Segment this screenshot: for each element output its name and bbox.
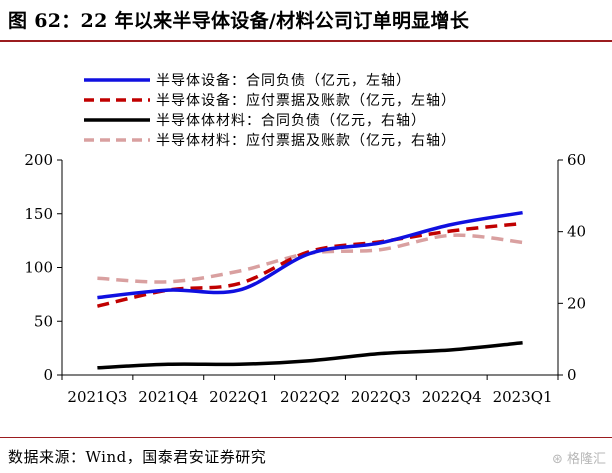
x-tick-label: 2021Q4 [138, 388, 198, 406]
y-right-tick-label: 40 [567, 223, 586, 241]
figure-title: 图 62：22 年以来半导体设备/材料公司订单明显增长 [8, 10, 470, 32]
x-tick-label: 2023Q1 [493, 388, 553, 406]
legend-item-mat-payable: 半导体材料：应付票据及账款（亿元，右轴） [84, 130, 456, 150]
legend-item-mat-contract: 半导体体材料：合同负债（亿元，右轴） [84, 110, 456, 130]
x-tick-label: 2022Q3 [351, 388, 411, 406]
legend-label: 半导体设备：应付票据及账款（亿元，左轴） [156, 93, 456, 109]
source-note: 数据来源：Wind，国泰君安证券研究 [8, 448, 267, 466]
y-right-tick-label: 20 [567, 294, 586, 312]
y-left-tick-label: 100 [24, 259, 53, 277]
series-line-mat-payable [97, 233, 523, 284]
legend-label: 半导体设备：合同负债（亿元，左轴） [156, 73, 411, 89]
legend-swatch-equip-payable [84, 98, 150, 102]
legend-item-equip-contract: 半导体设备：合同负债（亿元，左轴） [84, 70, 456, 90]
y-right-tick-label: 60 [567, 151, 586, 169]
legend-label: 半导体体材料：合同负债（亿元，右轴） [156, 113, 426, 129]
watermark-logo: ⊛ 格隆汇 [551, 452, 606, 467]
title-rule [0, 40, 612, 42]
series-line-equip-contract [97, 210, 523, 300]
y-left-tick-label: 200 [24, 151, 53, 169]
y-left-tick-label: 0 [43, 366, 53, 384]
y-right-tick-label: 0 [567, 366, 577, 384]
x-tick-label: 2022Q1 [209, 388, 269, 406]
y-left-tick-label: 50 [34, 312, 53, 330]
series-line-mat-contract [97, 341, 523, 370]
series-line-equip-payable [97, 221, 523, 308]
legend-swatch-mat-contract [84, 118, 150, 122]
x-tick-label: 2022Q4 [422, 388, 482, 406]
legend-item-equip-payable: 半导体设备：应付票据及账款（亿元，左轴） [84, 90, 456, 110]
x-tick-label: 2021Q3 [67, 388, 127, 406]
legend-label: 半导体材料：应付票据及账款（亿元，右轴） [156, 133, 456, 149]
chart-legend: 半导体设备：合同负债（亿元，左轴） 半导体设备：应付票据及账款（亿元，左轴） 半… [84, 70, 456, 150]
legend-swatch-equip-contract [84, 78, 150, 82]
source-rule [0, 437, 612, 438]
y-left-tick-label: 150 [24, 205, 53, 223]
x-tick-label: 2022Q2 [280, 388, 340, 406]
legend-swatch-mat-payable [84, 138, 150, 142]
